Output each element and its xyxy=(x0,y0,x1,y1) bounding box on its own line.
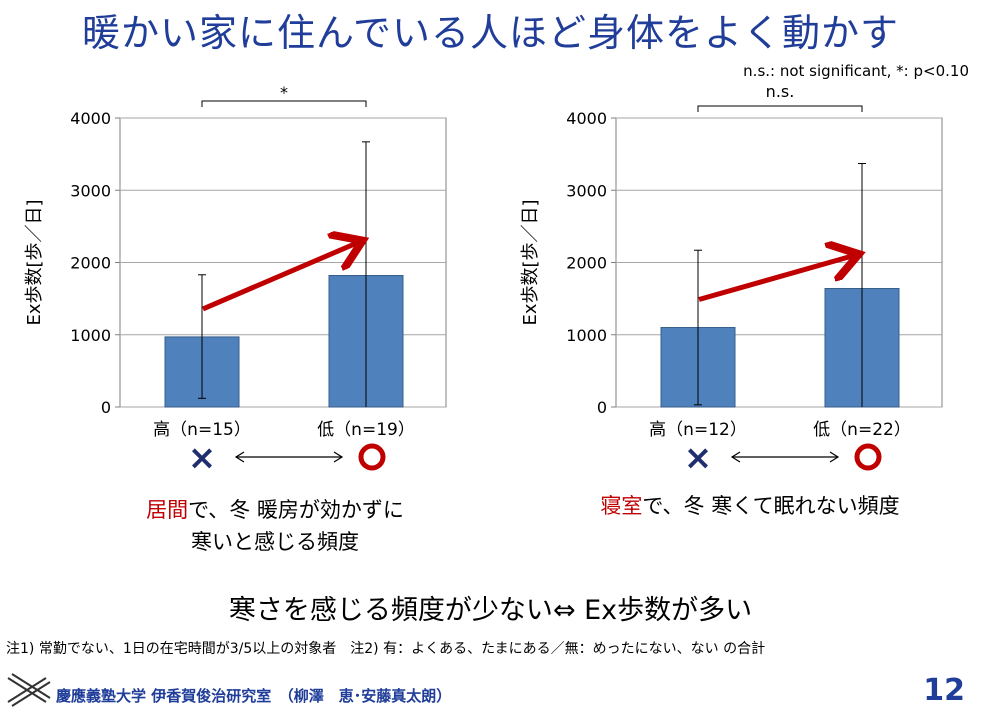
double-arrow-left-head xyxy=(234,451,245,463)
y-tick-label: 1000 xyxy=(70,326,111,345)
page-number: 12 xyxy=(923,673,965,708)
category-label: 低（n=19） xyxy=(317,420,415,440)
circle-marker xyxy=(358,443,386,471)
trend-arrow xyxy=(698,256,854,302)
right-caption-text: で、冬 寒くて眠れない頻度 xyxy=(642,494,900,518)
footnote: 注1) 常勤でない、1日の在宅時間が3/5以上の対象者 注2) 有：よくある、た… xyxy=(6,641,766,657)
y-tick-label: 2000 xyxy=(566,254,607,273)
y-tick-label: 4000 xyxy=(566,109,607,128)
category-label: 低（n=22） xyxy=(813,420,911,440)
trend-arrow xyxy=(202,243,358,312)
y-axis-label: Ex歩数[歩／日] xyxy=(520,199,541,325)
double-arrow-right-head xyxy=(333,451,344,463)
summary-statement: 寒さを感じる頻度が少ない⇔ Ex歩数が多い xyxy=(228,595,753,626)
y-tick-label: 2000 xyxy=(70,254,111,273)
footer-credit: 慶應義塾大学 伊香賀俊治研究室 （柳澤 恵･安藤真太朗） xyxy=(56,687,452,705)
significance-bracket xyxy=(201,100,367,107)
cross-marker: × xyxy=(188,438,217,478)
left-caption-room: 居間 xyxy=(146,498,189,522)
double-arrow-right-head xyxy=(829,451,840,463)
left-caption-line2: 寒いと感じる頻度 xyxy=(191,530,359,554)
significance-label: n.s. xyxy=(766,82,795,101)
y-tick-label: 0 xyxy=(597,398,607,417)
right-caption: 寝室で、冬 寒くて眠れない頻度 xyxy=(540,490,960,522)
lab-logo-icon xyxy=(6,672,52,712)
y-tick-label: 3000 xyxy=(70,181,111,200)
y-tick-label: 3000 xyxy=(566,181,607,200)
y-tick-label: 0 xyxy=(101,398,111,417)
left-caption: 居間で、冬 暖房が効かずに 寒いと感じる頻度 xyxy=(110,494,440,558)
category-label: 高（n=12） xyxy=(649,420,747,440)
double-arrow-left-head xyxy=(730,451,741,463)
category-label: 高（n=15） xyxy=(153,420,251,440)
y-tick-label: 1000 xyxy=(566,326,607,345)
significance-note: n.s.: not significant, *: p<0.10 xyxy=(743,62,969,80)
y-axis-label: Ex歩数[歩／日] xyxy=(24,199,45,325)
cross-marker: × xyxy=(684,438,713,478)
significance-label: * xyxy=(280,83,288,102)
significance-bracket xyxy=(697,105,863,112)
right-caption-room: 寝室 xyxy=(600,494,643,518)
y-tick-label: 4000 xyxy=(70,109,111,128)
circle-marker xyxy=(854,443,882,471)
left-caption-text: で、冬 暖房が効かずに xyxy=(188,498,404,522)
slide-title: 暖かい家に住んでいる人ほど身体をよく動かす xyxy=(81,11,900,55)
